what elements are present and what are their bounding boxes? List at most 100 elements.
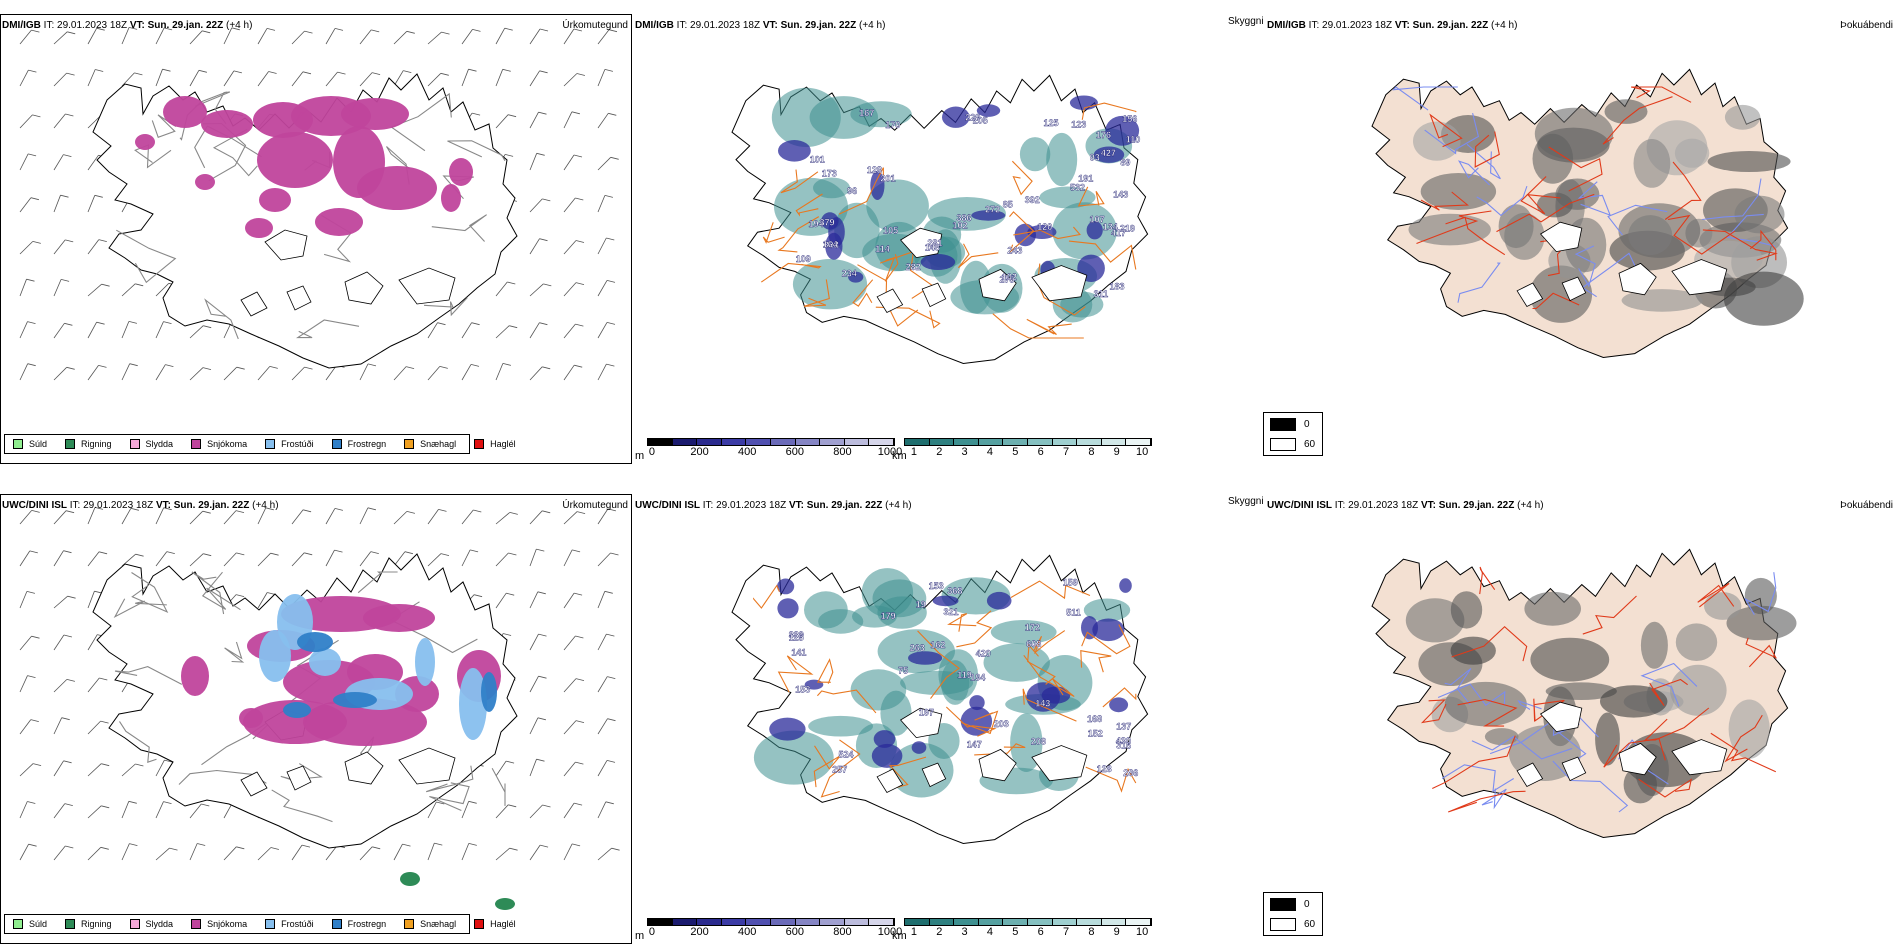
wind-barb xyxy=(19,801,28,819)
snow-area xyxy=(245,218,273,238)
visibility-label: 147 xyxy=(967,739,982,749)
fog-map xyxy=(1371,68,1804,359)
wind-barb xyxy=(563,197,576,213)
precip-type-panel: DMI/IGB IT: 29.01.2023 18Z VT: Sun. 29.j… xyxy=(0,14,632,464)
visibility-label: 162 xyxy=(930,640,945,650)
low-visibility-area xyxy=(990,620,1057,645)
glacier-outline xyxy=(978,268,1017,302)
road-line xyxy=(760,262,822,283)
road-line xyxy=(1445,216,1506,256)
visibility-label: 102 xyxy=(953,220,968,230)
wind-barb-feather xyxy=(99,551,108,555)
wind-barb-feather xyxy=(135,283,144,287)
visibility-label: 194 xyxy=(809,219,824,229)
wind-barb xyxy=(53,717,63,735)
wind-barb xyxy=(393,366,407,381)
road-line xyxy=(1429,113,1463,148)
snow-area xyxy=(181,656,209,696)
cloud-base-area xyxy=(942,106,970,128)
colorbar-cell xyxy=(746,919,771,925)
cloud-base-area xyxy=(1109,697,1129,713)
colorbar-tick: 5 xyxy=(1012,446,1019,458)
wind-barb-feather xyxy=(203,553,212,557)
legend-swatch xyxy=(65,919,76,929)
visibility-label: 183 xyxy=(1110,282,1125,292)
wind-barb-feather xyxy=(27,321,36,324)
wind-barb xyxy=(529,676,539,693)
header-model: DMI/IGB xyxy=(2,20,41,31)
wind-barb xyxy=(563,761,576,777)
wind-barb-feather xyxy=(66,679,75,682)
glacier-outline xyxy=(1561,756,1587,782)
glacier-outline xyxy=(286,765,312,791)
fog-key-swatch xyxy=(1270,898,1296,911)
road-line xyxy=(1081,624,1131,655)
wind-barb xyxy=(87,763,102,777)
road-line xyxy=(1009,211,1035,254)
wind-barb xyxy=(87,115,102,129)
colorbar-cell xyxy=(905,439,930,445)
wind-barb-feather xyxy=(542,510,551,514)
wind-barb xyxy=(19,510,33,525)
wind-barb xyxy=(393,511,408,525)
wind-barb-feather xyxy=(101,805,110,809)
road-line xyxy=(1420,699,1447,724)
colorbar-tick: 9 xyxy=(1113,446,1120,458)
height-colorbar-cells xyxy=(647,918,895,926)
wind-barb-feather xyxy=(402,843,411,847)
legend-swatch xyxy=(129,439,140,449)
glacier-outline xyxy=(978,748,1017,782)
road-line xyxy=(884,253,899,282)
fog-area xyxy=(1623,766,1657,804)
wind-barb-feather xyxy=(509,847,518,851)
wind-barb xyxy=(495,363,504,381)
road-line xyxy=(1532,292,1580,310)
road-line xyxy=(1080,650,1112,673)
cloud-base-area xyxy=(920,254,956,270)
header-it-label: IT: xyxy=(69,500,81,511)
colorbar-cell xyxy=(1027,439,1053,445)
road-line xyxy=(224,641,245,663)
legend-label: Haglél xyxy=(490,439,516,449)
wind-barb-feather xyxy=(162,68,171,72)
wind-barb-feather xyxy=(606,633,615,637)
wind-barb-feather xyxy=(572,843,581,847)
colorbar-cell xyxy=(929,919,955,925)
wind-barb xyxy=(291,552,305,567)
wind-barb xyxy=(597,113,609,129)
wind-barb xyxy=(53,634,65,651)
wind-barb-feather xyxy=(233,70,242,74)
wind-barb-feather xyxy=(502,363,511,366)
road-line xyxy=(816,689,877,714)
wind-barb-feather xyxy=(605,801,614,805)
fog-area xyxy=(1728,699,1770,759)
visibility-label: 286 xyxy=(1123,768,1138,778)
wind-barb xyxy=(461,843,470,861)
legend-item-snæhagl: Snæhagl xyxy=(404,919,456,929)
low-visibility-area xyxy=(771,87,841,147)
wind-barb-feather xyxy=(67,31,76,35)
wind-barb xyxy=(87,634,98,651)
road-line xyxy=(1649,678,1688,707)
wind-barb-feather xyxy=(607,718,616,722)
colorbar-cell xyxy=(820,919,845,925)
wind-barb xyxy=(495,512,511,525)
wind-barb xyxy=(87,239,100,255)
wind-barb-feather xyxy=(231,27,240,31)
low-visibility-area xyxy=(872,579,927,618)
wind-barb-feather xyxy=(509,512,518,515)
header-it-value: 29.01.2023 18Z xyxy=(716,500,787,511)
fog-area xyxy=(1640,621,1668,669)
wind-barb-feather xyxy=(370,551,379,554)
colorbar-cell xyxy=(869,439,894,445)
wind-barb xyxy=(325,28,336,45)
wind-barb-feather xyxy=(337,71,346,75)
road-line xyxy=(777,655,814,693)
wind-barb xyxy=(563,73,578,87)
wind-barb xyxy=(189,510,203,525)
cloud-base-area xyxy=(1086,221,1103,240)
visibility-label: 123 xyxy=(1071,120,1086,130)
wind-barb-feather xyxy=(468,68,477,72)
legend-label: Súld xyxy=(29,919,48,929)
visibility-label: 156 xyxy=(1122,114,1137,124)
